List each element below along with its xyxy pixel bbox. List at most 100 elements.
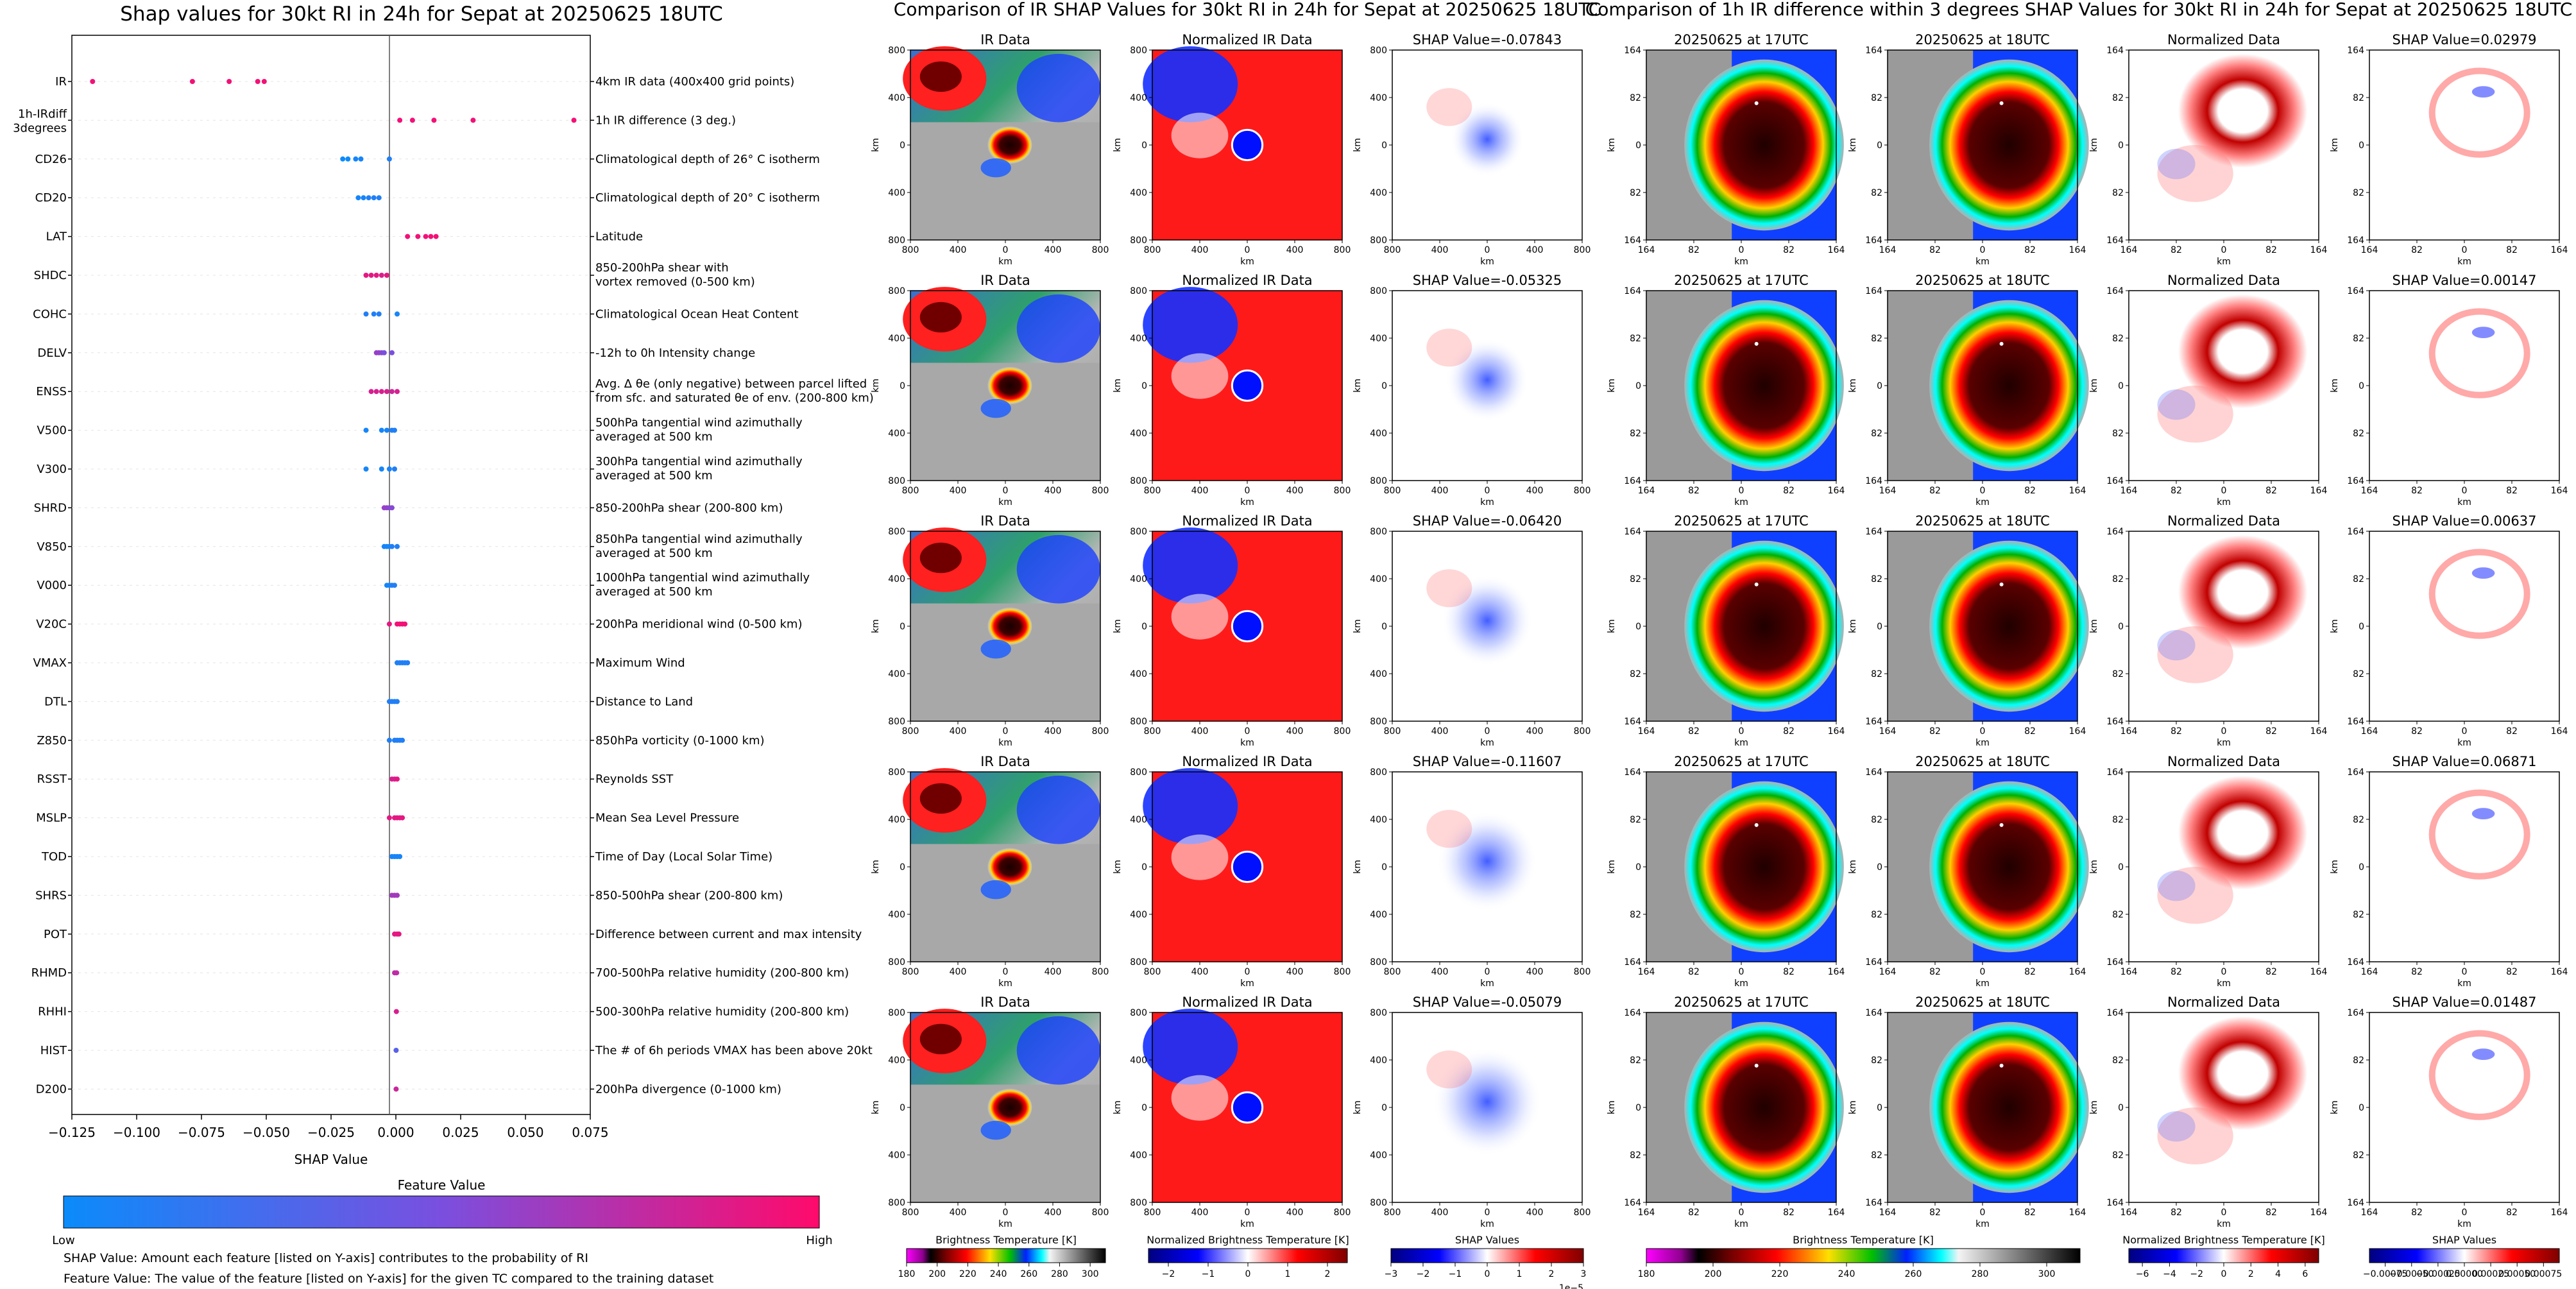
feature-description: Difference between current and max inten… xyxy=(595,928,862,941)
y-tick-label: 82 xyxy=(1630,93,1641,103)
y-tick-label: 82 xyxy=(2112,188,2124,198)
feature-name: D200 xyxy=(36,1082,67,1096)
y-tick-label: 400 xyxy=(888,815,905,825)
y-tick-label: 400 xyxy=(1130,815,1147,825)
x-tick-label: 82 xyxy=(2171,486,2182,496)
x-tick-label: 400 xyxy=(1431,726,1449,737)
panel-title: SHAP Value=-0.11607 xyxy=(1413,754,1562,769)
y-tick-label: 82 xyxy=(2353,334,2364,344)
x-tick-label: 164 xyxy=(2551,967,2568,977)
y-tick-label: 164 xyxy=(1865,286,1882,296)
colorbar-tick-label: 240 xyxy=(1838,1269,1855,1279)
x-tick-label: 164 xyxy=(2120,1208,2138,1218)
panel-title: 20250625 at 17UTC xyxy=(1674,32,1809,47)
panel-title: IR Data xyxy=(980,32,1030,47)
ir-image xyxy=(903,287,1100,481)
y-tick-label: 800 xyxy=(1130,286,1147,296)
feature-description: -12h to 0h Intensity change xyxy=(595,346,755,360)
shap-point xyxy=(402,621,408,627)
x-tick-label: 400 xyxy=(1526,1208,1544,1218)
shap-point xyxy=(389,543,395,549)
y-tick-label: 82 xyxy=(2353,93,2364,103)
x-tick-label: 82 xyxy=(1688,245,1700,255)
y-tick-label: 0 xyxy=(1877,141,1882,151)
y-tick-label: 82 xyxy=(1630,1055,1641,1066)
feature-name: VMAX xyxy=(33,656,67,670)
colorbar-tick-label: −4 xyxy=(2163,1269,2176,1279)
normalized-ir-image xyxy=(1143,1009,1342,1202)
colorbar-gradient xyxy=(1390,1248,1584,1263)
shap-point xyxy=(397,854,403,859)
colorbar-tick-label: 220 xyxy=(959,1269,977,1279)
y-tick-label: 400 xyxy=(888,1150,905,1161)
y-tick-label: 164 xyxy=(1624,957,1641,968)
feature-description: Reynolds SST xyxy=(595,773,674,786)
x-tick-label: 400 xyxy=(1431,486,1449,496)
colorbar-tick-label: 280 xyxy=(1051,1269,1068,1279)
y-tick-label: 400 xyxy=(1130,93,1147,103)
shap-point xyxy=(400,737,405,743)
x-tick-label: 82 xyxy=(1783,486,1795,496)
x-tick-label: 82 xyxy=(1929,245,1941,255)
x-tick-label: 82 xyxy=(1929,1208,1941,1218)
shap-point xyxy=(345,156,351,162)
feature-row: V000 1000hPa tangential wind azimuthallya… xyxy=(37,571,810,599)
ir-row: IR Data80080040040000400400800800kmkmNor… xyxy=(871,273,1591,508)
x-axis-label: km xyxy=(2457,497,2471,508)
x-tick-label: 0 xyxy=(2221,486,2227,496)
x-tick-label: 0 xyxy=(2462,245,2468,255)
x-tick-label: 82 xyxy=(2411,1208,2423,1218)
feature-description: averaged at 500 km xyxy=(595,469,713,482)
x-tick-label: 0.050 xyxy=(507,1125,543,1140)
y-axis-label: km xyxy=(871,1100,881,1114)
y-tick-label: 164 xyxy=(2106,957,2124,968)
colorbar-gradient xyxy=(1646,1248,2081,1263)
feature-row: IR 4km IR data (400x400 grid points) xyxy=(55,75,794,89)
y-axis-label: km xyxy=(871,138,881,152)
y-tick-label: 0 xyxy=(1877,622,1882,632)
irdiff-shap-section: Comparison of 1h IR difference within 3 … xyxy=(1585,0,2573,1279)
x-tick-label: 82 xyxy=(2265,726,2277,737)
y-axis-label: km xyxy=(1848,1100,1858,1114)
y-axis-label: km xyxy=(1352,1100,1363,1114)
normalized-diff-image xyxy=(2129,291,2319,481)
x-axis-label: km xyxy=(1734,1219,1748,1229)
shap-point xyxy=(255,79,260,84)
feature-description: Climatological Ocean Heat Content xyxy=(595,307,799,321)
colorbar-tick-label: 240 xyxy=(990,1269,1007,1279)
x-axis-label: km xyxy=(1480,978,1494,989)
x-axis-label: km xyxy=(1975,497,1990,508)
x-tick-label: 800 xyxy=(1144,486,1161,496)
shap-point xyxy=(395,699,400,704)
y-tick-label: 400 xyxy=(1370,93,1387,103)
panel-title: SHAP Value=-0.07843 xyxy=(1413,32,1562,47)
x-tick-label: 0 xyxy=(1003,486,1009,496)
x-tick-label: 800 xyxy=(1092,245,1109,255)
x-tick-label: 0 xyxy=(2462,1208,2468,1218)
x-tick-label: 400 xyxy=(1045,726,1062,737)
y-tick-label: 800 xyxy=(1370,476,1387,486)
y-tick-label: 82 xyxy=(1630,429,1641,439)
beeswarm-x-label: SHAP Value xyxy=(294,1152,368,1167)
beeswarm-x-axis: −0.125 −0.100 −0.075 −0.050 −0.025 0.000 0.025… xyxy=(48,1114,609,1140)
feature-description: 500hPa tangential wind azimuthally xyxy=(595,416,803,430)
y-tick-label: 800 xyxy=(1370,717,1387,727)
y-axis-label: km xyxy=(2089,138,2099,152)
feature-description: averaged at 500 km xyxy=(595,585,713,599)
ir-row: IR Data80080040040000400400800800kmkmNor… xyxy=(871,994,1591,1229)
colorbar-label: Brightness Temperature [K] xyxy=(1793,1234,1934,1246)
shap-point xyxy=(353,156,359,162)
y-tick-label: 400 xyxy=(888,574,905,585)
y-tick-label: 164 xyxy=(1624,527,1641,537)
x-tick-label: 400 xyxy=(950,967,967,977)
y-tick-label: 0 xyxy=(1877,1103,1882,1113)
y-tick-label: 0 xyxy=(900,622,905,632)
y-axis-label: km xyxy=(2089,860,2099,874)
feature-row: CD20 Climatological depth of 20° C isothe… xyxy=(35,191,820,205)
feature-description: Climatological depth of 26° C isotherm xyxy=(595,153,820,166)
x-tick-label: 82 xyxy=(2265,1208,2277,1218)
colorbar-tick-label: 0 xyxy=(1245,1269,1251,1279)
colorbar-tick-label: 180 xyxy=(898,1269,916,1279)
y-axis-label: km xyxy=(1113,138,1123,152)
shap-point xyxy=(363,466,369,472)
